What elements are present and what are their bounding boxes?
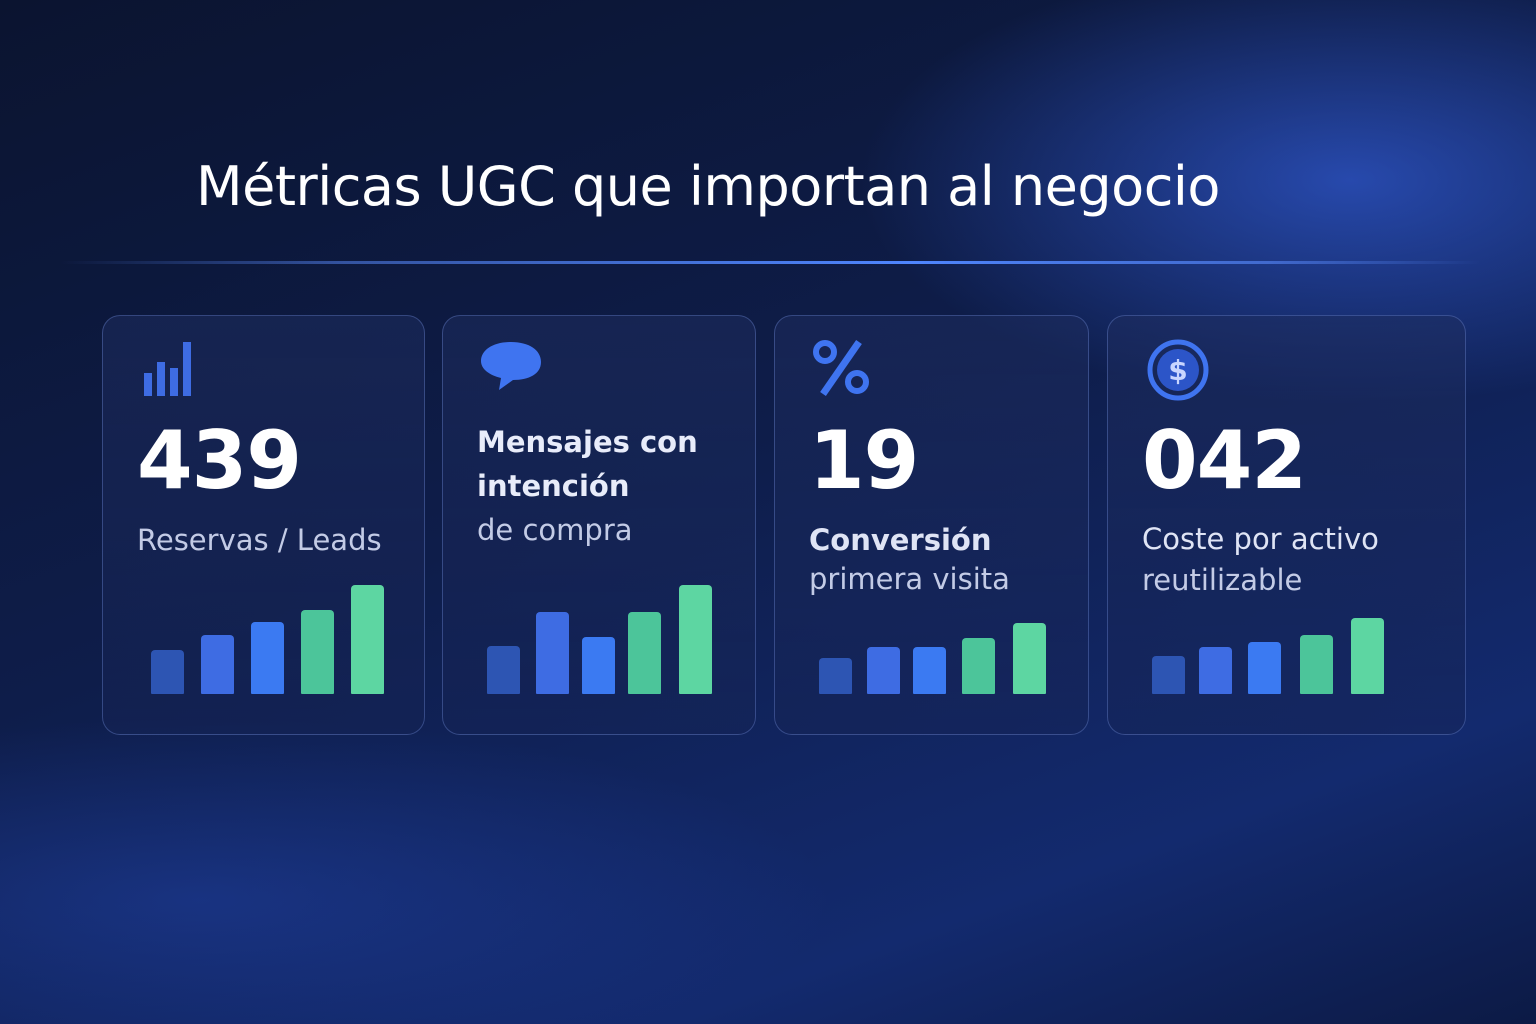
metric-label: primera visita [809, 562, 1010, 596]
metric-card: $ 042 Coste por activo reutilizable [1107, 315, 1466, 735]
metric-value: 19 [809, 414, 919, 507]
metric-label: Coste por activo [1142, 522, 1379, 556]
metric-label: Conversión [809, 523, 992, 557]
metric-label: reutilizable [1142, 563, 1303, 597]
bar-icon [144, 342, 191, 396]
mini-bars [819, 623, 1063, 694]
metric-card: 439 Reservas / Leads [102, 315, 425, 735]
metric-card: Mensajes con intención de compra [442, 315, 756, 735]
metric-label: Mensajes con [477, 425, 698, 459]
divider [60, 261, 1480, 264]
mini-bars [151, 585, 401, 694]
metric-label: de compra [477, 513, 633, 547]
metric-value: 439 [137, 414, 302, 507]
percent-icon [813, 340, 869, 396]
metric-card: 19 Conversión primera visita [774, 315, 1089, 735]
dollar-icon: $ [1147, 339, 1209, 401]
chat-icon [481, 342, 541, 390]
mini-bars [1152, 618, 1401, 694]
svg-text:$: $ [1168, 354, 1187, 387]
metric-label: Reservas / Leads [137, 523, 382, 557]
metric-label: intención [477, 469, 630, 503]
mini-bars [487, 585, 729, 694]
title: Métricas UGC que importan al negocio [196, 155, 1220, 218]
metric-value: 042 [1142, 414, 1307, 507]
